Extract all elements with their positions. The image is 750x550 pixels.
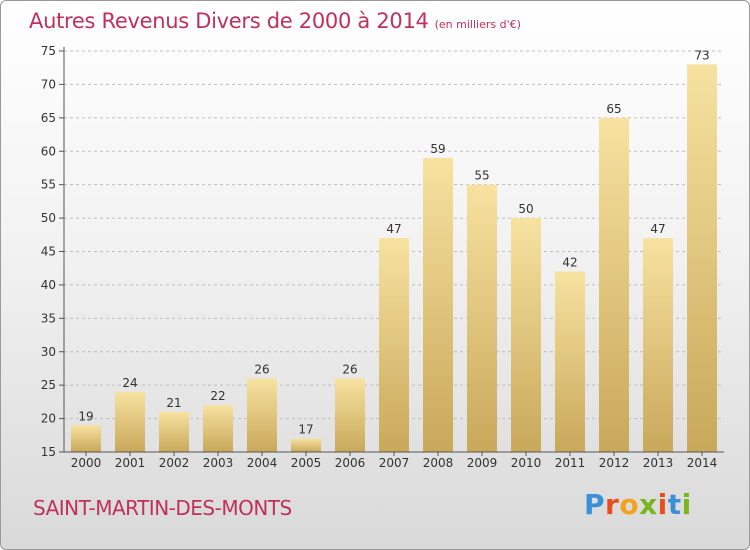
x-tick-label: 2001 [115, 456, 146, 470]
logo-letter: i [657, 488, 668, 521]
y-tick-label: 70 [41, 77, 56, 91]
logo-letter: o [619, 488, 640, 521]
x-tick-label: 2006 [335, 456, 366, 470]
bar [555, 271, 585, 452]
y-tick-label: 40 [41, 278, 56, 292]
x-tick-label: 2000 [71, 456, 102, 470]
x-tick-label: 2013 [643, 456, 674, 470]
logo-letter: x [639, 488, 658, 521]
bars [71, 64, 717, 452]
bar-value-label: 65 [606, 102, 621, 116]
bar [203, 405, 233, 452]
x-tick-label: 2012 [599, 456, 630, 470]
y-tick-label: 45 [41, 245, 56, 259]
bar [247, 378, 277, 452]
bar-value-label: 22 [210, 389, 225, 403]
x-tick-label: 2009 [467, 456, 498, 470]
bar-value-label: 26 [254, 362, 269, 376]
proxiti-logo: Proxiti [584, 488, 692, 521]
x-tick-label: 2002 [159, 456, 190, 470]
y-tick-label: 65 [41, 111, 56, 125]
y-tick-label: 30 [41, 345, 56, 359]
bar [687, 64, 717, 452]
bar-value-label: 47 [650, 222, 665, 236]
bar [379, 238, 409, 452]
bar [643, 238, 673, 452]
bar [599, 117, 629, 452]
y-tick-label: 55 [41, 178, 56, 192]
logo-letter: t [667, 488, 682, 521]
y-tick-label: 50 [41, 211, 56, 225]
logo-letter: i [681, 488, 692, 521]
y-tick-label: 75 [41, 44, 56, 58]
x-tick-label: 2005 [291, 456, 322, 470]
bar [159, 411, 189, 452]
bar-value-label: 24 [122, 376, 137, 390]
chart-title: Autres Revenus Divers de 2000 à 2014 [29, 9, 429, 33]
x-tick-label: 2014 [687, 456, 718, 470]
logo-letter: r [605, 488, 620, 521]
bar-value-label: 50 [518, 202, 533, 216]
bar-value-label: 17 [298, 423, 313, 437]
bar-value-label: 59 [430, 142, 445, 156]
bar-value-label: 73 [694, 48, 709, 62]
y-tick-label: 20 [41, 412, 56, 426]
axes: 15 20 25 30 35 40 45 50 55 60 65 70 75 2000 2001 2002 20… [41, 44, 724, 470]
y-tick-label: 35 [41, 311, 56, 325]
bar [115, 391, 145, 452]
bar [291, 438, 321, 452]
bar-value-label: 21 [166, 396, 181, 410]
bar-value-label: 55 [474, 169, 489, 183]
bar-value-label: 47 [386, 222, 401, 236]
bar [511, 218, 541, 452]
bar [423, 157, 453, 452]
x-tick-label: 2010 [511, 456, 542, 470]
bar [467, 184, 497, 452]
y-tick-label: 25 [41, 378, 56, 392]
bar [71, 425, 101, 452]
y-tick-label: 60 [41, 144, 56, 158]
chart-title-block: Autres Revenus Divers de 2000 à 2014 (en … [29, 9, 521, 33]
bar-value-label: 42 [562, 256, 577, 270]
commune-name: SAINT-MARTIN-DES-MONTS [33, 496, 292, 520]
x-tick-label: 2003 [203, 456, 234, 470]
x-tick-label: 2008 [423, 456, 454, 470]
logo-letter: P [584, 488, 606, 521]
x-tick-label: 2004 [247, 456, 278, 470]
bar [335, 378, 365, 452]
x-tick-label: 2011 [555, 456, 586, 470]
x-tick-label: 2007 [379, 456, 410, 470]
data-labels: 19 24 21 22 26 17 26 47 59 55 50 42 65 47 73 [78, 48, 709, 436]
y-tick-label: 15 [41, 445, 56, 459]
bar-value-label: 19 [78, 409, 93, 423]
bar-value-label: 26 [342, 362, 357, 376]
chart-subtitle: (en milliers d'€) [434, 18, 521, 31]
